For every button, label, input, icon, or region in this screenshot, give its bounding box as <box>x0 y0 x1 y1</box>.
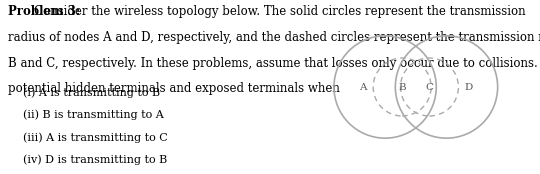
Text: B: B <box>399 82 406 92</box>
Text: (iv) D is transmitting to B: (iv) D is transmitting to B <box>23 155 167 165</box>
Text: B and C, respectively. In these problems, assume that losses only occur due to c: B and C, respectively. In these problems… <box>9 57 540 70</box>
Text: A: A <box>359 82 367 92</box>
Text: (ii) B is transmitting to A: (ii) B is transmitting to A <box>23 110 164 120</box>
Text: (iii) A is transmitting to C: (iii) A is transmitting to C <box>23 132 168 143</box>
Text: radius of nodes A and D, respectively, and the dashed circles represent the tran: radius of nodes A and D, respectively, a… <box>9 31 540 44</box>
Text: Problem 3:: Problem 3: <box>9 5 80 18</box>
Text: (i) A is transmitting to B: (i) A is transmitting to B <box>23 87 160 98</box>
Text: Consider the wireless topology below. The solid circles represent the transmissi: Consider the wireless topology below. Th… <box>34 5 526 18</box>
Text: potential hidden terminals and exposed terminals when: potential hidden terminals and exposed t… <box>9 82 340 96</box>
Text: D: D <box>464 82 473 92</box>
Text: C: C <box>426 82 434 92</box>
